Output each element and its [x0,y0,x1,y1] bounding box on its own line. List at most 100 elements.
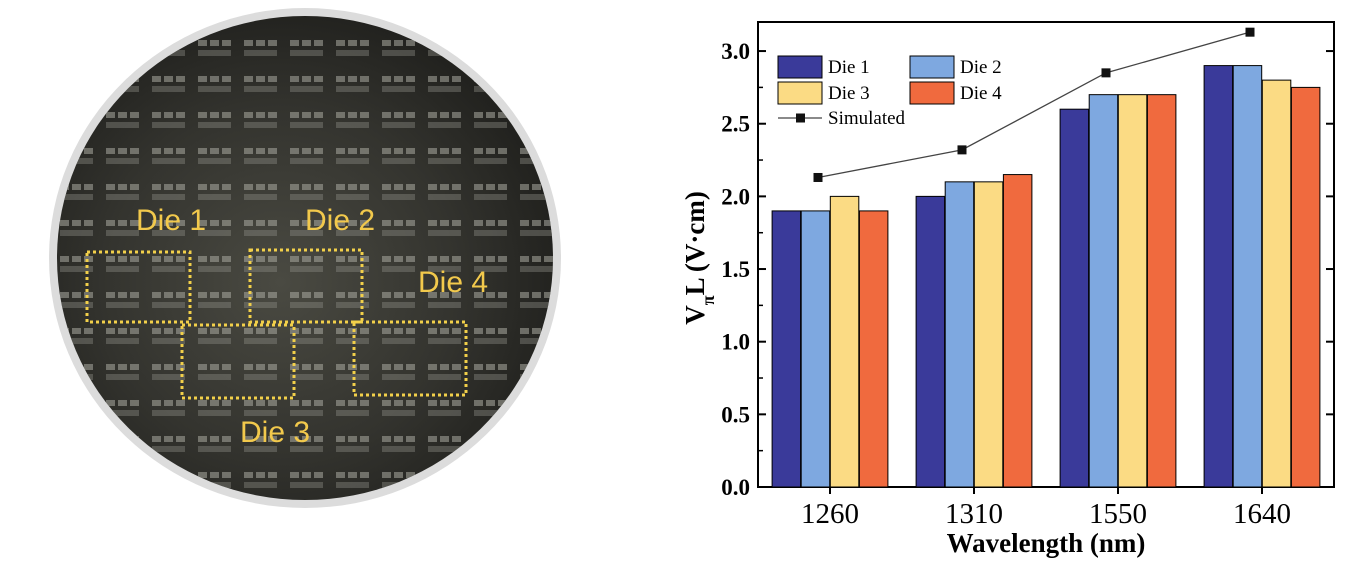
die-pad [256,436,265,442]
die-selection-boxes [85,248,468,400]
die-pad [106,266,139,272]
die-pad [406,184,415,190]
die-pad [152,112,161,118]
die-pad [452,76,461,82]
die-pad [256,328,265,334]
die-pad [290,256,299,262]
die-pad [176,112,185,118]
die-pad [244,148,253,154]
die-pad [486,184,495,190]
die-pad [244,302,277,308]
die-pad [268,40,277,46]
die-pad [532,184,541,190]
die-pad [452,400,461,406]
die-pad [544,220,553,226]
die-pad [84,148,93,154]
die-pad [290,374,323,380]
wafer-photo-panel: Die 1 Die 2 Die 4 Die 3 [0,0,660,565]
die-pad [244,482,277,488]
die-pad [532,400,541,406]
bar-die-2-1260 [800,210,831,488]
die-pad [532,328,541,334]
die-pad [382,122,415,128]
die-pad [290,328,299,334]
die-pad [106,302,139,308]
die-pad [290,122,323,128]
die-pad [176,292,185,298]
die-pad [520,86,553,92]
die-pad [382,292,391,298]
die-pad [382,148,391,154]
die-pad [60,86,93,92]
die-pad [520,292,529,298]
die-pad [394,292,403,298]
die-pad [290,302,323,308]
die-pad [290,482,323,488]
die-pad [348,40,357,46]
die-pad [198,158,231,164]
die-pad [60,446,93,452]
die-pad [268,472,277,478]
die-pad [452,256,461,262]
legend-swatch-die-2 [909,55,955,79]
die-pad [474,158,507,164]
die-pad [72,40,81,46]
die-pad [290,436,299,442]
die-pad [268,184,277,190]
wafer-photo: Die 1 Die 2 Die 4 Die 3 [49,8,561,508]
die-pad [382,302,415,308]
die-pad [198,436,207,442]
die-pad [474,220,483,226]
die-pad [406,220,415,226]
die-pad [72,76,81,82]
die-pad [106,292,115,298]
die-pad [106,184,115,190]
die-pad [198,410,231,416]
die-pad [84,40,93,46]
die-pad [336,436,345,442]
die-pad [118,292,127,298]
die-pad [118,220,127,226]
x-tick-label: 1260 [801,498,859,530]
die-pad [210,400,219,406]
die-pad [198,148,207,154]
die-pad [440,292,449,298]
die-pad [290,364,299,370]
die-pad [130,472,139,478]
die-pad [428,328,437,334]
die-pad [428,446,461,452]
die-pad [222,256,231,262]
die-pad [532,40,541,46]
die-pad [210,184,219,190]
die-pad [314,292,323,298]
die-pad [452,220,461,226]
die-pad [382,400,391,406]
die-pad [452,328,461,334]
die-pad [84,184,93,190]
die-pad [360,256,369,262]
die-pad [360,400,369,406]
bar-die-2-1550 [1088,94,1119,488]
die-pad [440,40,449,46]
die-pad [106,400,115,406]
die-pad [210,256,219,262]
die-pad [106,446,139,452]
die-pad [152,148,161,154]
die-pad [520,482,553,488]
die-pad [360,436,369,442]
die-pad [348,256,357,262]
die-pad [152,266,185,272]
die-pad [520,50,553,56]
die-pad [532,76,541,82]
die-pad [268,148,277,154]
die-pad [130,328,139,334]
die-pad [290,40,299,46]
die-pad [428,220,437,226]
die-pad [130,220,139,226]
die-pad [406,148,415,154]
die-4-label: Die 4 [418,266,488,299]
die-pad [486,256,495,262]
die-pad [382,112,391,118]
die-pad [198,338,231,344]
simulated-line-path [817,31,1251,179]
